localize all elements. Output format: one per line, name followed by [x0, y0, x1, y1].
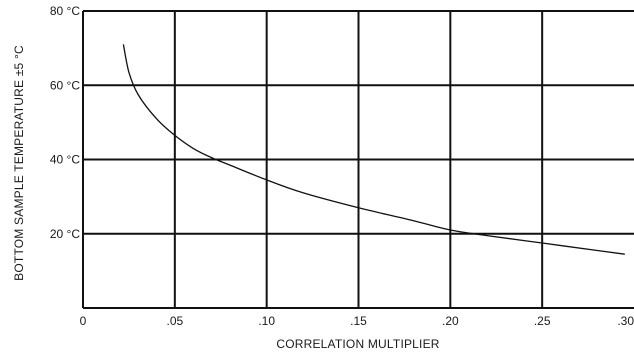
y-tick-label: 40 °C	[50, 153, 80, 167]
y-tick-labels: 20 °C 40 °C 60 °C 80 °C	[50, 4, 80, 241]
x-tick-label: .10	[258, 314, 275, 328]
y-tick-label: 20 °C	[50, 227, 80, 241]
grid-lines	[82, 10, 634, 309]
y-tick-label: 60 °C	[50, 78, 80, 92]
y-tick-label: 80 °C	[50, 4, 80, 18]
x-tick-labels: 0 .05 .10 .15 .20 .25 .30	[80, 314, 634, 328]
x-tick-label: .30	[617, 314, 634, 328]
x-axis-title: CORRELATION MULTIPLIER	[276, 337, 439, 351]
series-layer	[122, 44, 625, 255]
x-tick-label: .05	[166, 314, 183, 328]
x-tick-label: .15	[350, 314, 367, 328]
x-tick-label: 0	[80, 314, 87, 328]
series-line-0	[122, 44, 625, 255]
x-tick-label: .25	[534, 314, 551, 328]
x-tick-label: .20	[442, 314, 459, 328]
y-axis-title: BOTTOM SAMPLE TEMPERATURE ±5 °C	[12, 45, 26, 281]
